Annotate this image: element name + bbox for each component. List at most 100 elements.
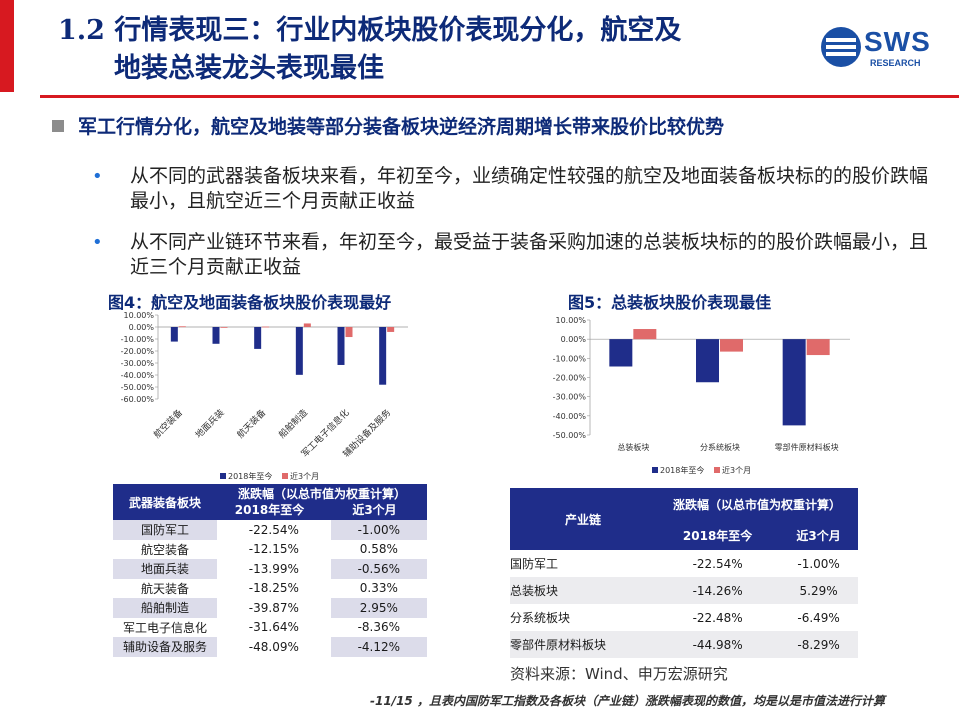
logo-text: SWS (864, 26, 931, 57)
row-value: -31.64% (248, 620, 299, 635)
row-value: 5.29% (799, 583, 838, 598)
table2-header-group: 涨跌幅（以总市值为权重计算） (672, 497, 841, 512)
logo-mark-icon (821, 27, 861, 67)
row-value: -44.98% (692, 637, 743, 652)
y-tick-label: -30.00% (553, 393, 587, 402)
table1-header-col1: 武器装备板块 (128, 495, 201, 510)
row-value: -8.36% (330, 617, 427, 637)
bar-ytd (254, 327, 262, 349)
legend-label: 近3个月 (290, 471, 319, 481)
fig5-bar-chart: 10.00% 0.00% -10.00% -20.00% -30.00% -40.00% -… (553, 316, 850, 475)
bar-ytd (696, 339, 719, 383)
legend-label: 2018年至今 (228, 471, 272, 481)
bar-3m (345, 327, 353, 338)
bullet-dot-icon: • (92, 166, 103, 187)
x-tick-label: 航空装备 (151, 407, 185, 441)
y-tick-label: -20.00% (121, 347, 155, 356)
row-value: -22.48% (692, 610, 743, 625)
bar-ytd (212, 327, 220, 344)
y-tick-label: -50.00% (553, 431, 587, 440)
table-row: 航空装备 -12.15% 0.58% (113, 539, 427, 559)
legend-swatch (652, 467, 658, 473)
y-tick-label: 0.00% (561, 335, 587, 344)
row-label: 国防军工 (113, 520, 217, 540)
row-label: 地面兵装 (113, 559, 217, 579)
row-value: -22.54% (692, 556, 743, 571)
table-row: 航天装备 -18.25% 0.33% (113, 578, 427, 598)
y-tick-label: 10.00% (123, 311, 154, 320)
legend-label: 近3个月 (722, 465, 751, 475)
row-value: -12.15% (248, 542, 299, 557)
bullet-item: • 从不同产业链环节来看，年初至今，最受益于装备采购加速的总装板块标的的股价跌幅… (92, 231, 929, 278)
bar-3m (303, 323, 311, 327)
bullet-dot-icon: • (92, 232, 103, 253)
bar-3m (387, 327, 395, 332)
table-row: 地面兵装 -13.99% -0.56% (113, 559, 427, 579)
logo-subtext: RESEARCH (870, 58, 921, 68)
x-tick-label: 船舶制造 (276, 407, 310, 441)
y-tick-label: -10.00% (121, 335, 155, 344)
header-accent-bar (0, 0, 14, 92)
row-value: -39.87% (248, 600, 299, 615)
title-line-2: 地装总装龙头表现最佳 (114, 53, 384, 84)
section-headline: 军工行情分化，航空及地装等部分装备板块逆经济周期增长带来股价比较优势 (52, 112, 724, 139)
table-row: 军工电子信息化 -31.64% -8.36% (113, 617, 427, 637)
industry-chain-table: 产业链 涨跌幅（以总市值为权重计算） 2018年至今 近3个月 国防军工 -22.… (510, 488, 858, 658)
y-tick-label: -60.00% (121, 395, 155, 404)
row-value: -13.99% (248, 561, 299, 576)
y-tick-label: -20.00% (553, 374, 587, 383)
title-line-1: 1.2 行情表现三：行业内板块股价表现分化，航空及 (58, 15, 682, 46)
y-tick-label: -40.00% (553, 412, 587, 421)
fig5-caption: 图5：总装板块股价表现最佳 (568, 293, 772, 312)
row-value: -0.56% (330, 559, 427, 579)
legend-swatch (220, 473, 226, 479)
row-value: -22.54% (248, 522, 299, 537)
table-row: 辅助设备及服务 -48.09% -4.12% (113, 637, 427, 657)
table-row: 零部件原材料板块 -44.98% -8.29% (510, 631, 858, 658)
row-value: -1.00% (797, 556, 840, 571)
row-label: 军工电子信息化 (113, 617, 217, 637)
row-value: -14.26% (692, 583, 743, 598)
table-row: 国防军工 -22.54% -1.00% (113, 520, 427, 540)
y-tick-label: -40.00% (121, 371, 155, 380)
bar-ytd (170, 327, 178, 342)
x-tick-label: 分系统板块 (700, 442, 740, 452)
legend-swatch (714, 467, 720, 473)
row-value: 2.95% (330, 598, 427, 618)
footnote: -11/15 ，且表内国防军工指数及各板块（产业链）涨跌幅表现的数值，均是以是市… (370, 694, 885, 708)
bar-ytd (295, 327, 303, 375)
table-row: 国防军工 -22.54% -1.00% (510, 550, 858, 577)
row-value: -48.09% (248, 639, 299, 654)
source-note: 资料来源：Wind、申万宏源研究 (510, 665, 728, 683)
table1-header-group: 涨跌幅（以总市值为权重计算） 2018年至今 近3个月 (234, 487, 406, 517)
weapons-sector-table: 武器装备板块 涨跌幅（以总市值为权重计算） 2018年至今 近3个月 国防军工 -… (113, 484, 427, 657)
table2-header-col1: 产业链 (564, 512, 601, 527)
page-title: 1.2 行情表现三：行业内板块股价表现分化，航空及 地装总装龙头表现最佳 (58, 12, 808, 88)
row-value: 0.58% (330, 539, 427, 559)
table-row: 船舶制造 -39.87% 2.95% (113, 598, 427, 618)
row-label: 辅助设备及服务 (113, 637, 217, 657)
bar-3m (220, 327, 228, 328)
y-tick-label: 0.00% (129, 323, 155, 332)
row-value: 0.33% (330, 578, 427, 598)
row-value: -4.12% (330, 637, 427, 657)
row-label: 总装板块 (510, 584, 559, 598)
table2-header-c3: 近3个月 (796, 528, 841, 543)
header-divider (40, 95, 959, 98)
x-tick-label: 航天装备 (234, 407, 268, 441)
fig4-bar-chart: 10.00% 0.00% -10.00% -20.00% -30.00% -40.00% -… (121, 311, 408, 481)
bar-3m (720, 339, 743, 352)
bar-ytd (609, 339, 633, 367)
bar-ytd (782, 339, 806, 426)
row-value: -1.00% (330, 520, 427, 540)
bar-3m (806, 339, 830, 356)
bar-ytd (337, 327, 345, 365)
bar-ytd (379, 327, 387, 385)
x-tick-label: 地面兵装 (193, 407, 227, 441)
bullet-item: • 从不同的武器装备板块来看，年初至今，业绩确定性较强的航空及地面装备板块标的的… (92, 165, 929, 212)
legend-swatch (282, 473, 288, 479)
y-tick-label: -10.00% (553, 354, 587, 363)
row-label: 分系统板块 (510, 611, 571, 625)
sws-logo: SWS RESEARCH (820, 24, 944, 70)
y-tick-label: -50.00% (121, 383, 155, 392)
